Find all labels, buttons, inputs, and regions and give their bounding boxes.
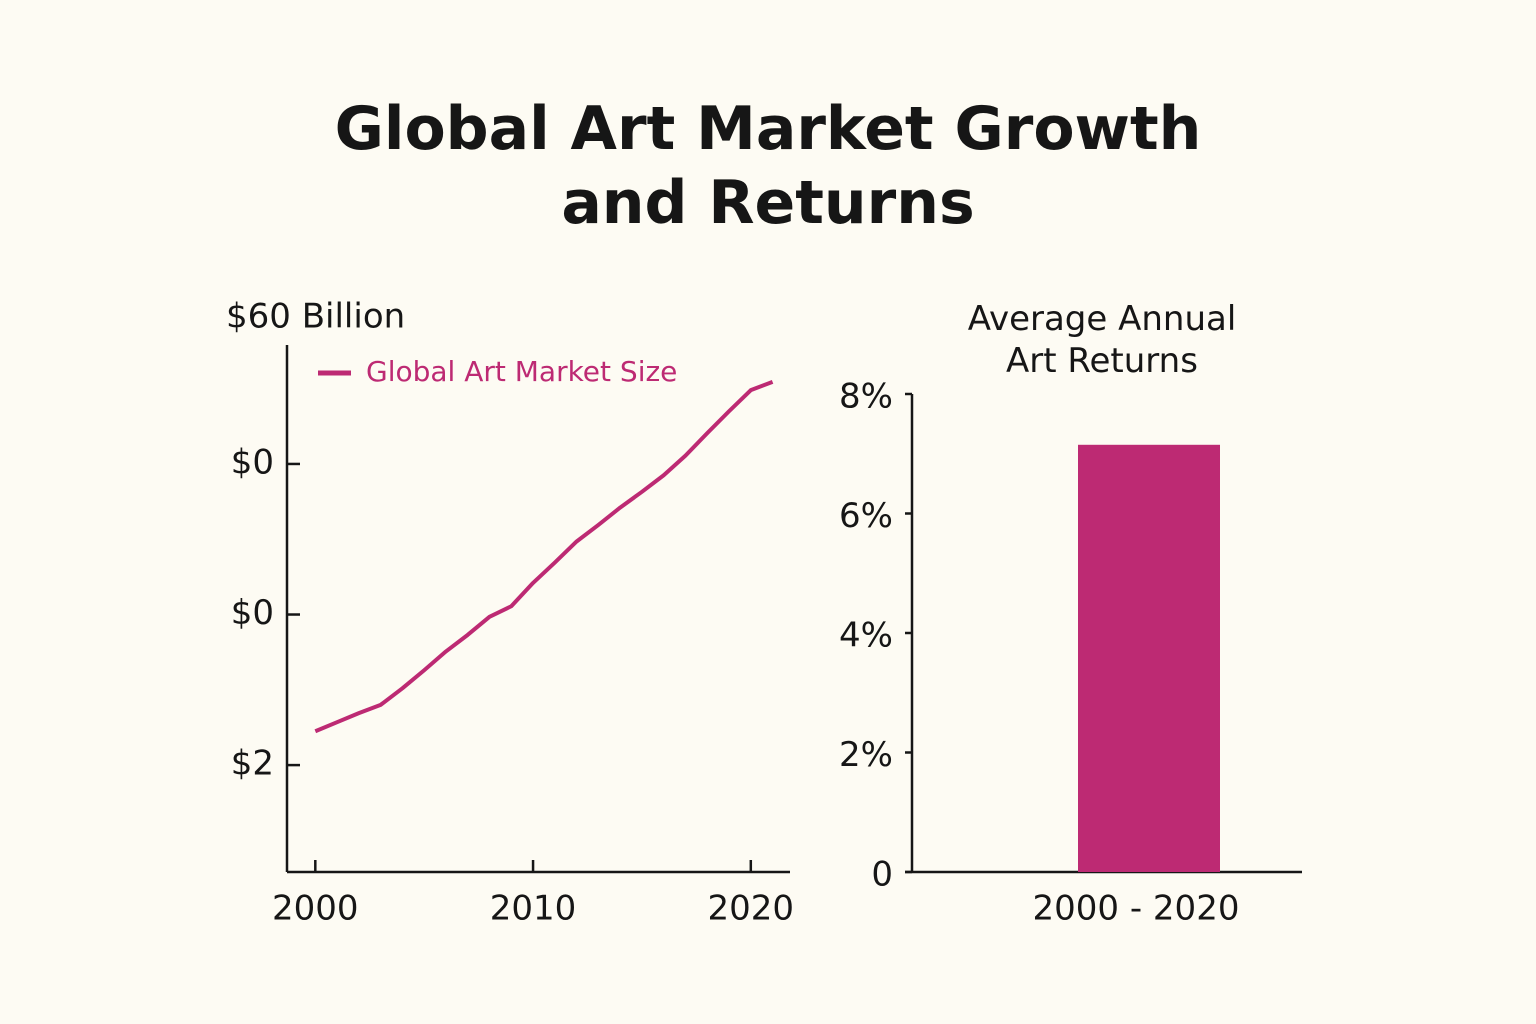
- main-title: Global Art Market Growth and Returns: [334, 94, 1202, 238]
- y-tick-label: $0: [231, 442, 274, 482]
- y-tick-label: 4%: [839, 616, 893, 656]
- y-axis-label: $60 Billion: [226, 297, 405, 337]
- x-tick-label: 2000: [272, 889, 359, 929]
- y-tick-label: 6%: [839, 496, 893, 536]
- data-line: [314, 380, 774, 734]
- y-tick-label: $2: [231, 744, 274, 784]
- y-tick-label: 0: [871, 855, 893, 895]
- legend-label: Global Art Market Size: [366, 355, 677, 388]
- x-tick-label: 2010: [490, 889, 577, 929]
- y-tick-label: 2%: [839, 735, 893, 775]
- x-tick-label: 2000 - 2020: [1033, 889, 1240, 929]
- y-tick-label: 8%: [839, 377, 893, 417]
- y-tick-label: $0: [231, 593, 274, 633]
- chart-title: Average Annual Art Returns: [967, 299, 1237, 381]
- x-tick-label: 2020: [708, 889, 795, 929]
- bar: [1078, 444, 1220, 872]
